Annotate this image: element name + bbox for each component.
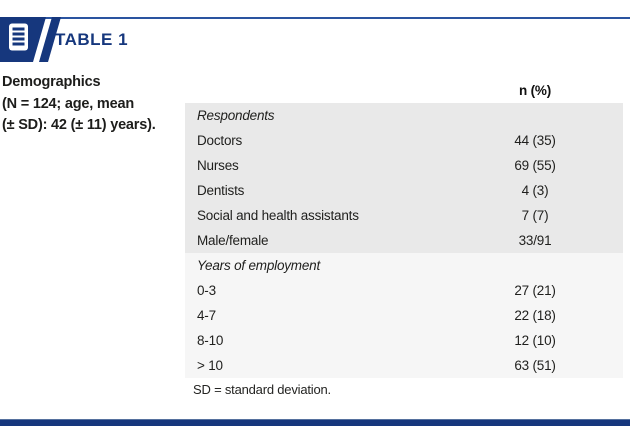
row-label: 8-10 [197, 333, 224, 348]
row-value: 63 (51) [514, 358, 556, 373]
table-row: 4-7 22 (18) [185, 303, 623, 328]
table-badge-title: TABLE 1 [55, 30, 129, 49]
row-value: 69 (55) [514, 158, 556, 173]
row-label: Male/female [197, 233, 269, 248]
row-value: 4 (3) [521, 183, 549, 198]
table-section-years-of-employment: Years of employment 0-3 27 (21) 4-7 22 (… [185, 253, 623, 378]
document-lines-icon [9, 23, 28, 51]
row-value: 44 (35) [514, 133, 556, 148]
row-value: 7 (7) [521, 208, 549, 223]
section-title-row: Years of employment [185, 253, 623, 278]
row-label: Nurses [197, 158, 239, 173]
table-row: Social and health assistants 7 (7) [185, 203, 623, 228]
table-footnote: SD = standard deviation. [193, 382, 331, 397]
row-value: 12 (10) [514, 333, 556, 348]
table-row: 8-10 12 (10) [185, 328, 623, 353]
row-value: 22 (18) [514, 308, 556, 323]
table-row: Male/female 33/91 [185, 228, 623, 253]
row-label: 4-7 [197, 308, 216, 323]
section-title-row: Respondents [185, 103, 623, 128]
demographics-table: n (%) Respondents Doctors 44 (35) Nurses… [185, 78, 623, 402]
table-row: > 10 63 (51) [185, 353, 623, 378]
section-title: Years of employment [197, 258, 321, 273]
caption-line: (± SD): 42 (± 11) years). [2, 117, 156, 133]
row-label: Social and health assistants [197, 208, 359, 223]
column-header-n-pct: n (%) [519, 83, 551, 98]
bottom-rule [0, 419, 630, 426]
table-row: Doctors 44 (35) [185, 128, 623, 153]
badge-slash-stripe [39, 17, 61, 62]
row-label: > 10 [197, 358, 223, 373]
table-row: Nurses 69 (55) [185, 153, 623, 178]
row-value: 33/91 [518, 233, 552, 248]
table-badge [0, 17, 61, 62]
caption-line: (N = 124; age, mean [2, 95, 134, 112]
section-title: Respondents [197, 108, 275, 123]
row-label: Doctors [197, 133, 243, 148]
table-header-row: n (%) [185, 78, 623, 103]
row-label: 0-3 [197, 283, 216, 298]
table-row: 0-3 27 (21) [185, 278, 623, 303]
table-section-respondents: Respondents Doctors 44 (35) Nurses 69 (5… [185, 103, 623, 253]
header-rule [0, 17, 630, 19]
row-value: 27 (21) [514, 283, 556, 298]
caption-line: Demographics [2, 74, 101, 90]
table-row: Dentists 4 (3) [185, 178, 623, 203]
row-label: Dentists [197, 183, 245, 198]
table-caption: Demographics (N = 124; age, mean (± SD):… [2, 72, 182, 137]
